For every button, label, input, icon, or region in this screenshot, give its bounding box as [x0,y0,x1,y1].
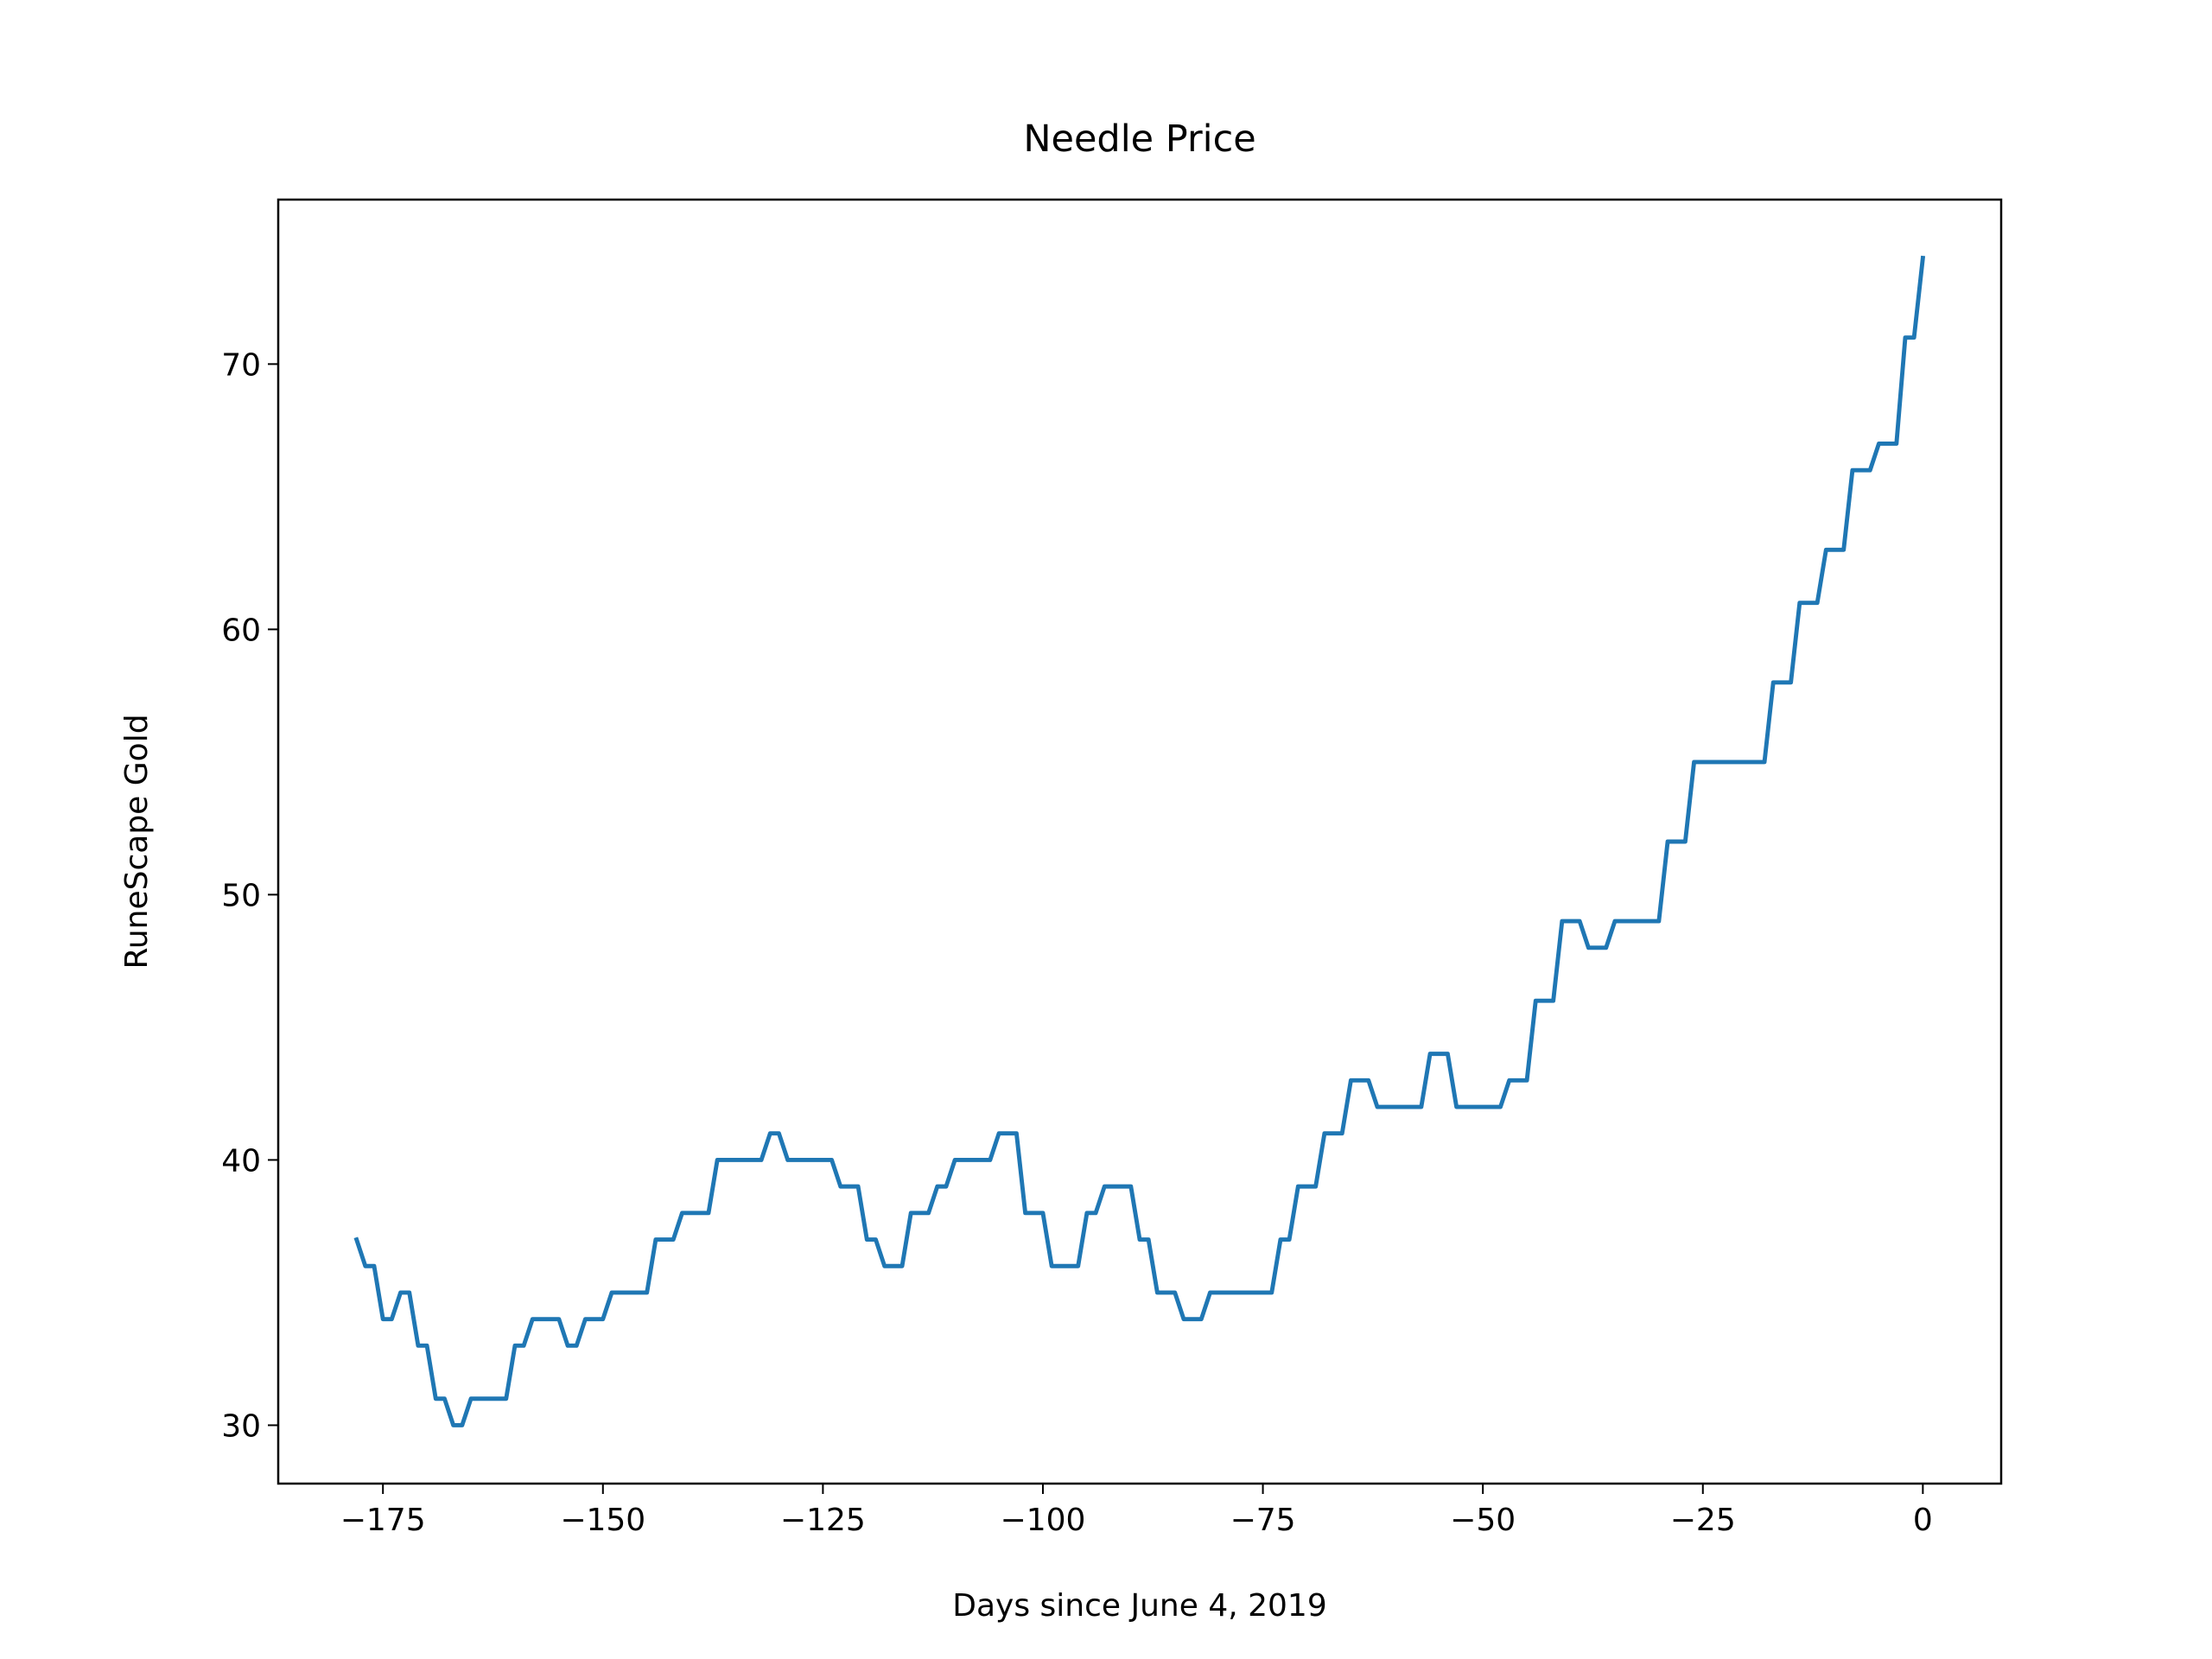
x-tick-label: −100 [1001,1503,1086,1538]
data-line [353,255,1926,1427]
x-tick-label: 0 [1913,1503,1933,1538]
y-tick-label: 40 [221,1143,261,1179]
x-axis-label: Days since June 4, 2019 [952,1588,1327,1624]
x-tick-label: −75 [1230,1503,1296,1538]
x-tick-label: −25 [1670,1503,1736,1538]
y-tick-label: 30 [221,1408,261,1444]
chart-title: Needle Price [1023,118,1255,161]
x-tick-label: −50 [1450,1503,1516,1538]
y-tick-label: 70 [221,347,261,383]
y-tick-label: 60 [221,613,261,648]
x-tick-label: −175 [340,1503,426,1538]
plot-frame [276,198,2003,1485]
x-tick-label: −125 [780,1503,866,1538]
y-axis-label: RuneScape Gold [119,714,155,969]
x-tick-label: −150 [560,1503,645,1538]
y-tick-label: 50 [221,878,261,913]
